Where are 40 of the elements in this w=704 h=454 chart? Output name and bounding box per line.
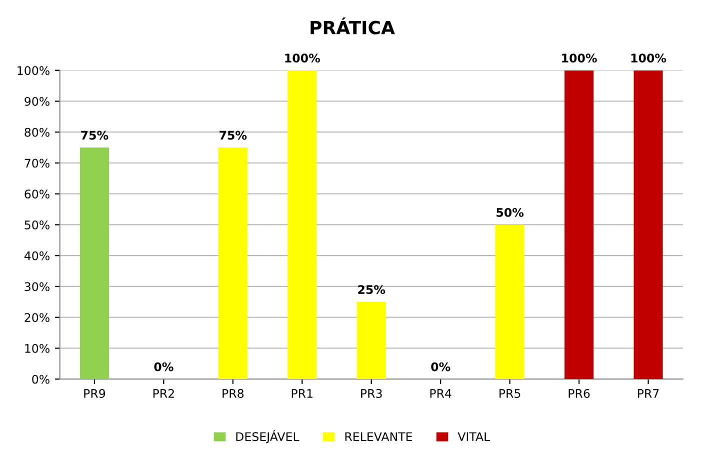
data-label: 50%: [496, 208, 524, 217]
bar: [80, 148, 109, 380]
y-tick-label: 10%: [25, 344, 50, 353]
bar: [288, 70, 317, 380]
x-tick-label: PR1: [292, 389, 312, 398]
y-tick-label: 20%: [24, 313, 50, 322]
x-tick-label: PR4: [430, 389, 452, 398]
data-label: 75%: [220, 130, 247, 140]
legend-label: RELEVANTE: [345, 432, 412, 441]
data-label: 0%: [431, 362, 450, 372]
chart-title: PRÁTICA: [310, 17, 395, 34]
y-tick-label: 90%: [24, 96, 50, 106]
bar: [495, 224, 524, 380]
x-tick-label: PR7: [638, 389, 659, 398]
bar: [564, 70, 594, 380]
bar: [356, 302, 386, 380]
bar: [634, 70, 663, 380]
data-label: 0%: [154, 362, 174, 372]
y-tick-label: 100%: [18, 66, 50, 76]
x-tick-label: PR2: [153, 389, 174, 398]
x-tick-label: PR3: [361, 389, 382, 398]
y-tick-label: 80%: [24, 128, 50, 137]
y-tick-label: 70%: [24, 158, 50, 168]
data-label: 100%: [562, 54, 597, 63]
legend-label: DESEJÁVEL: [236, 430, 300, 444]
x-tick-label: PR5: [500, 389, 520, 398]
data-label: 100%: [631, 54, 666, 63]
y-tick-label: 0%: [32, 374, 50, 384]
data-label: 75%: [81, 130, 108, 140]
data-label: 25%: [358, 285, 386, 294]
y-tick-label: 30%: [24, 282, 50, 292]
y-tick-label: 40%: [24, 251, 50, 260]
x-tick-label: PR9: [84, 389, 106, 398]
data-label: 100%: [285, 54, 320, 63]
bar: [218, 148, 248, 380]
x-tick-label: PR6: [568, 389, 590, 398]
legend-label: VITAL: [458, 432, 490, 441]
y-tick-label: 50%: [24, 220, 50, 230]
x-tick-label: PR8: [222, 389, 244, 398]
y-tick-label: 60%: [24, 190, 50, 199]
